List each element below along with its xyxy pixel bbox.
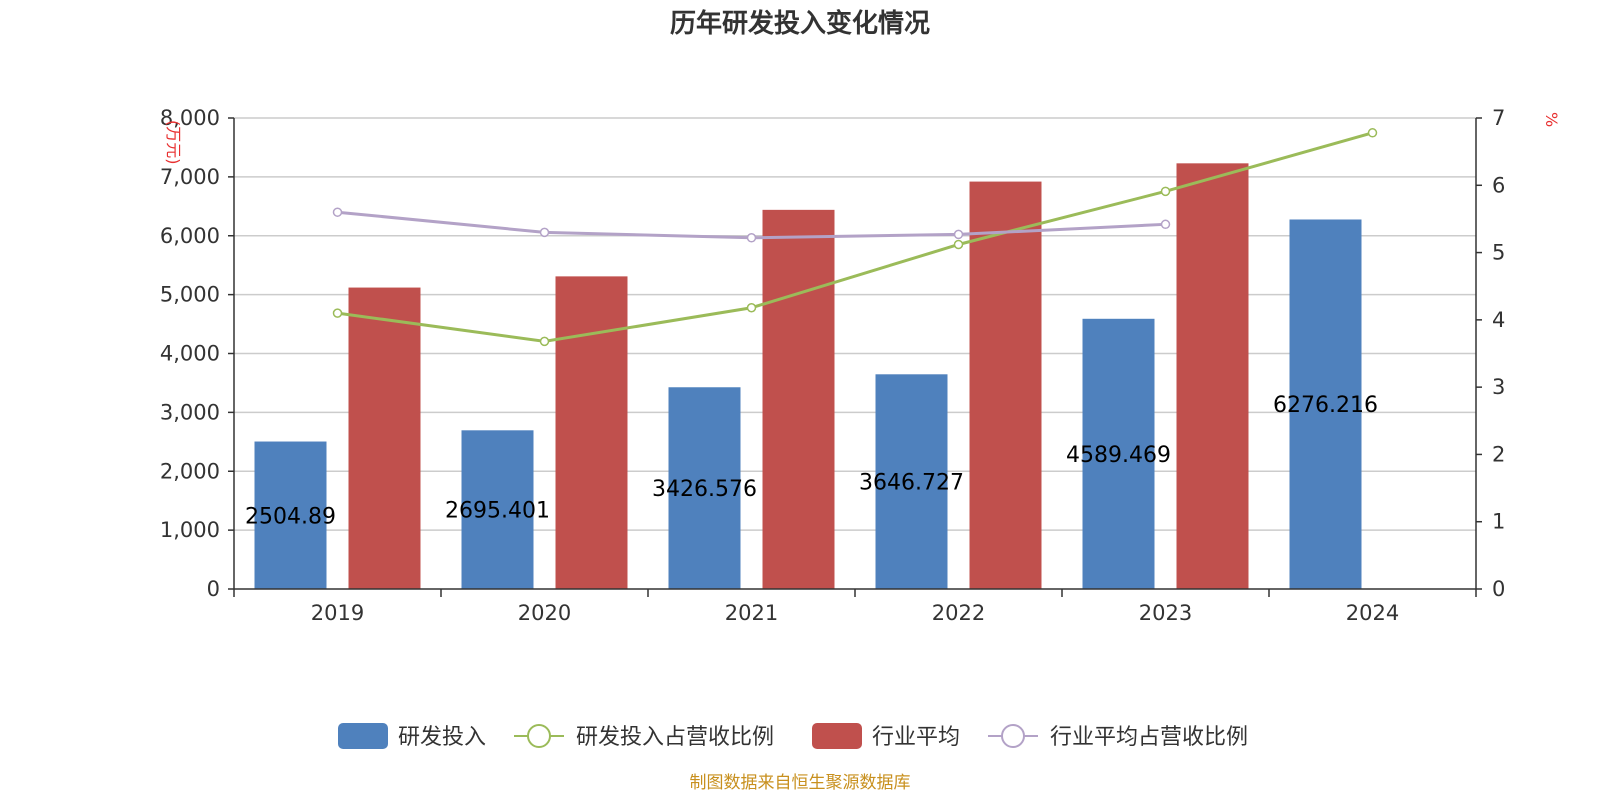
source-note: 制图数据来自恒生聚源数据库: [690, 773, 911, 793]
y-right-tick-label: 0: [1492, 577, 1505, 601]
bar: [668, 387, 741, 589]
x-tick-label: 2019: [311, 601, 364, 625]
bar-data-label: 4589.469: [1066, 443, 1171, 468]
y-left-tick-label: 0: [207, 577, 220, 601]
line-point: [746, 233, 757, 243]
line-point: [1367, 128, 1378, 138]
bar: [762, 209, 835, 589]
y-right-tick-label: 3: [1492, 375, 1505, 399]
line-point: [746, 302, 757, 313]
bar-data-label: 3426.576: [652, 477, 757, 502]
bar-data-label: 2695.401: [445, 499, 550, 524]
legend-swatch-marker: [527, 724, 551, 748]
legend-swatch: [812, 723, 862, 749]
line-point: [1160, 186, 1171, 197]
y-left-tick-label: 6,000: [160, 224, 220, 248]
x-tick-label: 2022: [932, 601, 985, 625]
bar: [254, 441, 327, 589]
chart-title: 历年研发投入变化情况: [670, 8, 930, 39]
y-right-tick-label: 7: [1492, 106, 1505, 130]
y-left-tick-label: 4,000: [160, 342, 220, 366]
bars: [254, 163, 1362, 590]
y-right-tick-label: 6: [1492, 173, 1505, 197]
bar: [1289, 219, 1362, 589]
legend-label: 行业平均: [872, 725, 960, 750]
y-right-unit: %: [1542, 112, 1561, 127]
bar: [348, 287, 421, 589]
line-point: [953, 239, 964, 250]
y-left-tick-label: 3,000: [160, 400, 220, 424]
line-point: [332, 308, 343, 318]
legend-label: 研发投入: [398, 725, 486, 750]
y-left-tick-label: 5,000: [160, 283, 220, 307]
lines: [332, 128, 1378, 347]
x-tick-label: 2024: [1346, 601, 1399, 625]
x-tick-label: 2023: [1139, 601, 1192, 625]
legend-swatch-marker: [1001, 724, 1025, 748]
bar-data-label: 6276.216: [1273, 393, 1378, 418]
x-tick-label: 2021: [725, 601, 778, 625]
y-left-unit: (万元): [164, 120, 183, 165]
y-right-tick-label: 5: [1492, 241, 1505, 265]
y-left-tick-label: 7,000: [160, 165, 220, 189]
legend-swatch: [338, 723, 388, 749]
line-point: [332, 207, 343, 217]
axes: 0 1,000 2,000 3,000 4,000 5,000 6,000 7,000 8,00…: [160, 106, 1561, 625]
series-line: [337, 131, 1373, 343]
y-right-tick-label: 2: [1492, 442, 1505, 466]
bar: [1082, 318, 1155, 589]
y-left-tick-label: 2,000: [160, 459, 220, 483]
y-right-tick-label: 1: [1492, 510, 1505, 534]
legend: 研发投入 研发投入占营收比例 行业平均 行业平均占营收比例: [338, 723, 1248, 750]
bar-data-label: 2504.89: [245, 504, 336, 529]
x-tick-label: 2020: [518, 601, 571, 625]
line-point: [539, 336, 550, 347]
line-point: [539, 227, 550, 238]
bar: [875, 374, 948, 589]
bar: [1176, 163, 1249, 590]
line-point: [953, 229, 964, 240]
legend-label: 行业平均占营收比例: [1050, 725, 1248, 750]
y-right-tick-label: 4: [1492, 308, 1505, 332]
data-labels: 2504.89 2695.401 3426.576 3646.727 4589.469 6…: [245, 393, 1378, 529]
legend-label: 研发投入占营收比例: [576, 725, 774, 750]
bar: [555, 276, 628, 589]
y-left-tick-label: 1,000: [160, 518, 220, 542]
bar-data-label: 3646.727: [859, 471, 964, 496]
bar: [969, 181, 1042, 589]
line-point: [1160, 219, 1171, 230]
bar: [461, 430, 534, 589]
y-left-tick-label: 8,000: [160, 106, 220, 130]
